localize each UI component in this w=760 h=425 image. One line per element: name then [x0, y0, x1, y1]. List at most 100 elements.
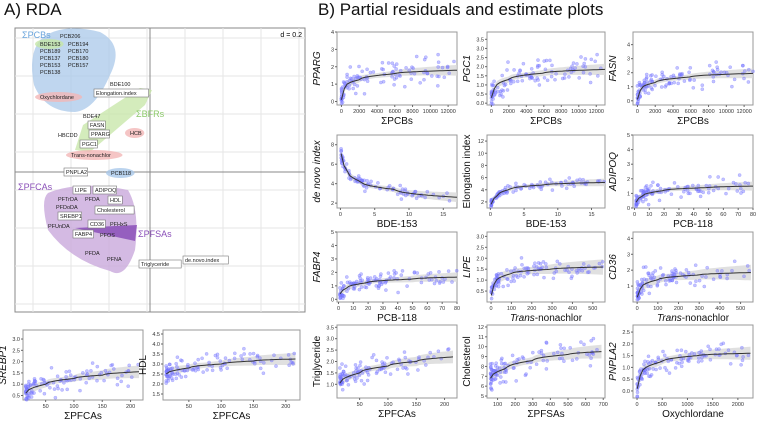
data-point: [582, 342, 586, 347]
data-point: [581, 64, 585, 69]
y-tick-label: 1: [627, 191, 630, 197]
y-tick-label: 1.5: [152, 392, 160, 398]
data-point: [740, 358, 745, 363]
data-point: [365, 67, 369, 72]
x-tick-label: 0: [633, 212, 636, 218]
data-point: [660, 73, 665, 77]
data-point: [56, 386, 60, 391]
x-tick-label: 0: [490, 109, 493, 115]
data-point: [724, 191, 728, 196]
confidence-band: [491, 63, 605, 102]
data-point: [671, 73, 676, 78]
x-tick-label: 400: [715, 306, 724, 312]
y-tick-label: 12: [478, 139, 484, 145]
data-point: [580, 268, 585, 273]
y-axis-label: FASN: [608, 55, 619, 82]
data-point: [588, 80, 593, 85]
x-tick-label: 12000: [736, 109, 751, 115]
data-point: [89, 368, 93, 373]
y-tick-label: 1: [331, 284, 334, 290]
data-point: [517, 357, 521, 361]
scatter-points: [164, 346, 297, 385]
rda-response-box: [57, 211, 82, 221]
pfsa-hull: [75, 225, 137, 241]
data-point: [638, 197, 643, 202]
data-point: [396, 290, 400, 295]
rda-variable-label: HCB: [130, 131, 142, 137]
data-point: [579, 340, 583, 344]
rda-variable-label: PCB118: [111, 171, 131, 177]
data-point: [78, 377, 83, 381]
data-point: [351, 286, 356, 291]
plot-frame: [336, 231, 458, 303]
rda-variable-label: PFHxS: [110, 222, 128, 228]
y-axis-label: LIPE: [462, 256, 473, 278]
x-tick-label: 100: [653, 306, 662, 312]
data-point: [700, 358, 704, 363]
data-point: [435, 84, 440, 88]
x-tick-label: 0: [636, 109, 639, 115]
data-point: [399, 273, 404, 277]
y-tick-label: 6: [481, 176, 484, 182]
y-tick-label: 1.0: [326, 382, 334, 388]
data-point: [643, 185, 648, 189]
data-point: [661, 272, 666, 277]
data-point: [186, 362, 190, 367]
data-point: [688, 191, 692, 196]
data-point: [514, 379, 519, 383]
rda-response-label: Cholesterol: [97, 208, 125, 214]
y-axis-label: SREBP1: [0, 345, 9, 384]
data-point: [173, 372, 178, 377]
data-point: [436, 65, 441, 69]
data-point: [578, 177, 582, 182]
data-point: [751, 69, 755, 74]
data-point: [505, 88, 510, 92]
data-point: [183, 368, 187, 373]
data-point: [721, 341, 726, 346]
data-point: [357, 273, 362, 278]
highlight-ellipse: [35, 92, 83, 102]
data-point: [434, 278, 439, 283]
data-point: [688, 281, 693, 285]
y-tick-label: 0: [627, 206, 630, 212]
rda-response-box: [87, 219, 106, 229]
data-point: [429, 277, 434, 282]
data-point: [696, 359, 701, 364]
data-point: [369, 179, 373, 184]
rda-response-box: [92, 185, 117, 195]
data-point: [518, 273, 523, 278]
data-point: [495, 373, 500, 378]
data-point: [741, 63, 745, 68]
data-point: [740, 345, 744, 350]
data-point: [397, 358, 402, 363]
data-point: [560, 184, 564, 188]
x-tick-label: 200: [281, 404, 290, 410]
data-point: [447, 198, 452, 203]
data-point: [53, 395, 58, 400]
data-point: [392, 83, 396, 87]
data-point: [345, 280, 350, 285]
data-point: [645, 80, 650, 84]
x-tick-label: 20: [661, 212, 667, 218]
data-point: [498, 381, 502, 385]
data-point: [508, 185, 512, 189]
data-point: [381, 67, 386, 72]
y-tick-label: 2: [331, 270, 334, 276]
y-tick-label: 2.0: [326, 360, 334, 366]
data-point: [714, 347, 719, 352]
data-point: [68, 373, 73, 377]
plot-frame: [486, 324, 606, 399]
data-point: [640, 277, 644, 282]
data-point: [588, 72, 592, 76]
data-point: [404, 66, 408, 70]
rda-variable-label: BDE153: [40, 42, 61, 48]
data-point: [370, 355, 374, 360]
data-point: [500, 356, 504, 361]
rda-variable-label: PCB189: [40, 49, 61, 55]
data-point: [440, 65, 445, 70]
data-point: [340, 100, 345, 105]
x-tick-label: 2000: [353, 109, 365, 115]
y-tick-label: 2.5: [622, 330, 630, 336]
data-point: [452, 59, 456, 64]
data-point: [357, 287, 362, 292]
